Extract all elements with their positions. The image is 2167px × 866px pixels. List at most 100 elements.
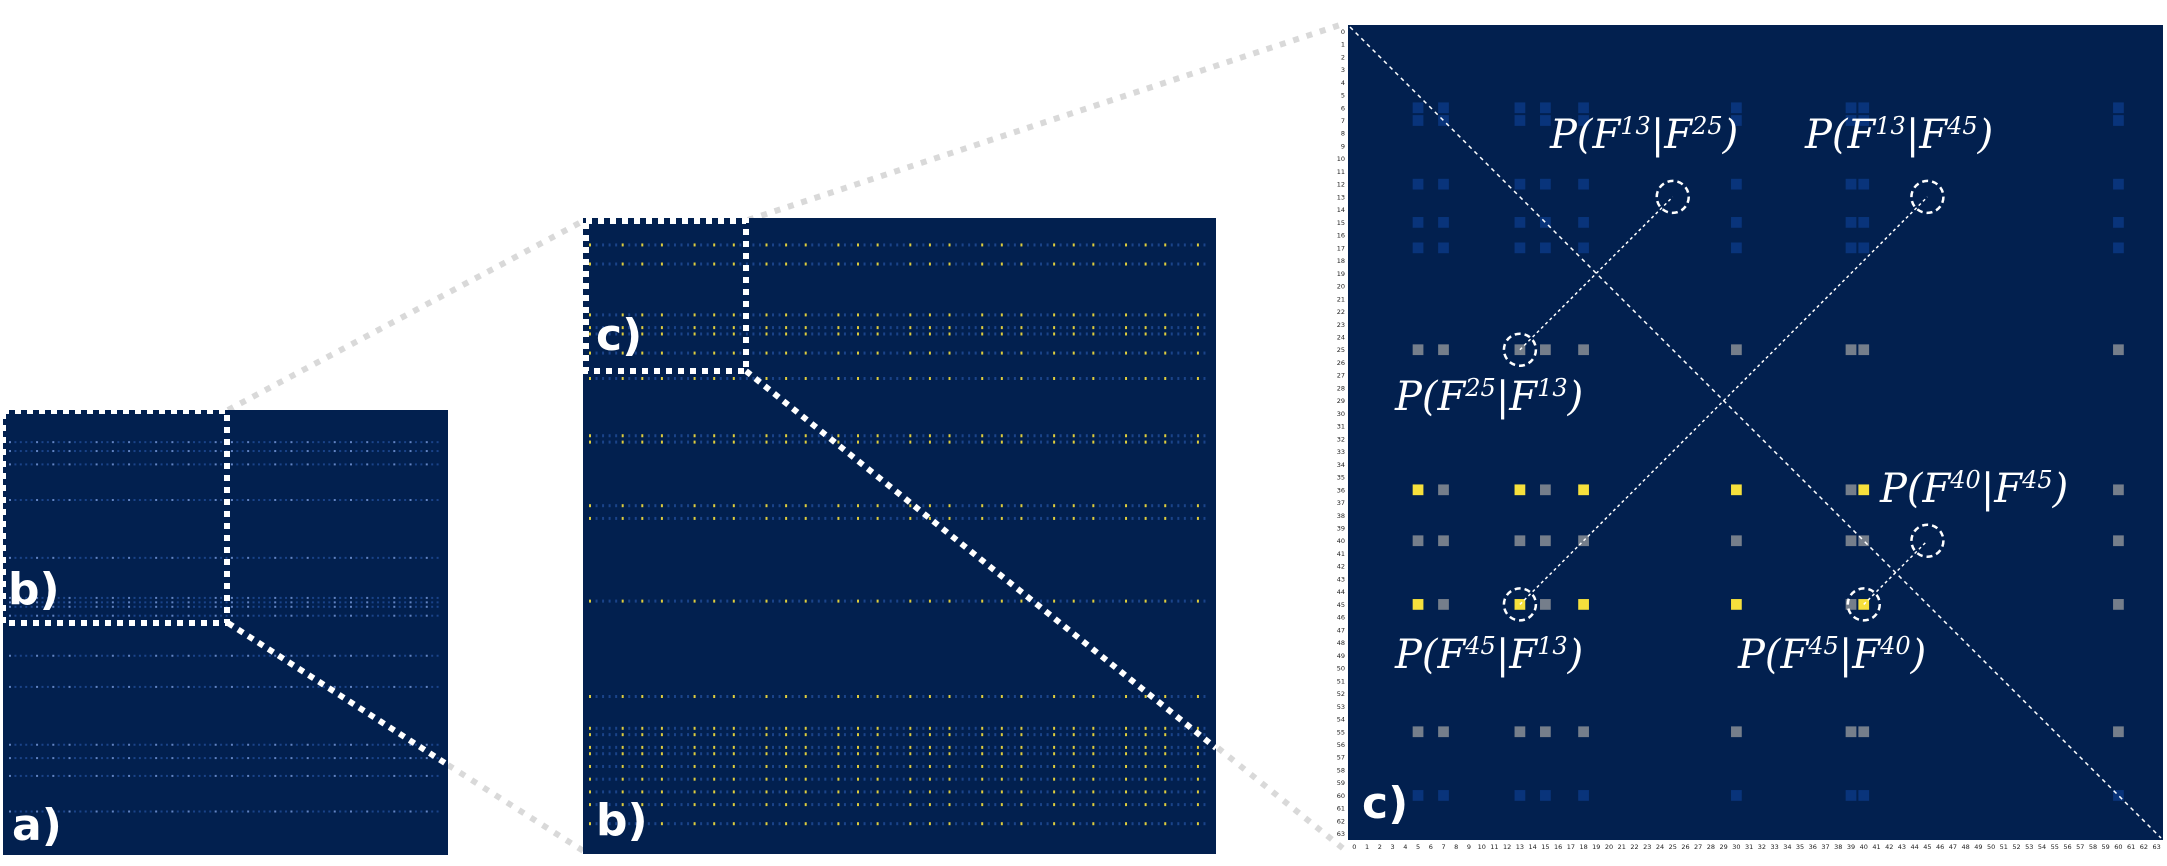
texture-mark xyxy=(1007,516,1010,520)
texture-mark xyxy=(948,313,951,317)
texture-mark xyxy=(778,516,781,520)
heatmap-cell xyxy=(1540,599,1551,610)
texture-mark xyxy=(117,556,120,559)
panel-b-matrix xyxy=(583,218,1216,854)
texture-mark xyxy=(621,599,624,603)
texture-mark xyxy=(46,441,49,444)
texture-mark xyxy=(111,654,114,657)
texture-mark xyxy=(30,654,33,657)
texture-mark xyxy=(328,601,331,604)
texture-mark xyxy=(968,434,971,438)
x-tick-label: 5 xyxy=(1416,843,1420,851)
texture-mark xyxy=(758,504,761,508)
texture-mark xyxy=(745,599,748,603)
texture-mark xyxy=(57,654,60,657)
texture-mark xyxy=(203,499,206,501)
texture-mark xyxy=(52,743,55,746)
texture-mark xyxy=(817,822,820,826)
texture-mark xyxy=(634,790,637,794)
texture-mark xyxy=(798,822,801,826)
texture-mark xyxy=(36,743,39,746)
texture-mark xyxy=(1092,777,1095,781)
texture-mark xyxy=(57,596,60,599)
texture-mark xyxy=(214,499,217,501)
texture-mark xyxy=(355,463,358,466)
texture-mark xyxy=(687,326,690,330)
texture-mark xyxy=(73,450,76,453)
x-tick-label: 4 xyxy=(1403,843,1407,851)
texture-mark xyxy=(889,243,892,247)
texture-mark xyxy=(968,777,971,781)
texture-mark xyxy=(322,601,325,604)
texture-mark xyxy=(214,601,217,604)
texture-mark xyxy=(804,726,807,730)
texture-mark xyxy=(857,733,860,737)
texture-mark xyxy=(1125,726,1128,730)
texture-mark xyxy=(981,695,984,698)
texture-mark xyxy=(673,745,676,749)
texture-mark xyxy=(79,596,82,599)
texture-mark xyxy=(1138,440,1141,444)
texture-mark xyxy=(1151,377,1154,380)
texture-mark xyxy=(928,803,931,807)
texture-mark xyxy=(922,733,925,737)
texture-mark xyxy=(155,774,158,777)
texture-mark xyxy=(241,654,244,657)
texture-mark xyxy=(713,351,716,355)
texture-mark xyxy=(46,601,49,604)
texture-mark xyxy=(252,601,255,604)
texture-mark xyxy=(285,441,288,444)
texture-mark xyxy=(811,504,814,508)
texture-mark xyxy=(160,499,163,501)
texture-mark xyxy=(602,351,605,355)
texture-mark xyxy=(436,757,439,760)
texture-mark xyxy=(608,377,611,380)
texture-mark xyxy=(1059,726,1062,730)
texture-mark xyxy=(198,596,201,599)
texture-mark xyxy=(798,434,801,438)
x-tick-label: 6 xyxy=(1429,843,1433,851)
texture-mark xyxy=(312,774,315,777)
texture-mark xyxy=(909,516,912,520)
texture-mark xyxy=(133,810,136,813)
texture-mark xyxy=(896,332,899,336)
texture-mark xyxy=(824,332,827,336)
texture-mark xyxy=(209,810,212,813)
texture-mark xyxy=(1196,599,1199,603)
texture-mark xyxy=(1196,745,1199,749)
texture-mark xyxy=(371,450,374,453)
texture-mark xyxy=(52,499,55,501)
texture-mark xyxy=(149,614,152,617)
texture-mark xyxy=(252,450,255,453)
texture-mark xyxy=(1196,790,1199,794)
texture-mark xyxy=(843,726,846,730)
texture-mark xyxy=(915,803,918,807)
texture-mark xyxy=(673,243,676,247)
texture-mark xyxy=(404,774,407,777)
texture-mark xyxy=(693,434,696,438)
texture-mark xyxy=(673,377,676,380)
texture-mark xyxy=(1118,764,1121,768)
heatmap-cell xyxy=(1438,115,1449,126)
texture-mark xyxy=(1000,599,1003,603)
texture-mark xyxy=(961,351,964,355)
texture-mark xyxy=(830,745,833,749)
texture-mark xyxy=(634,504,637,508)
texture-mark xyxy=(1085,377,1088,380)
texture-mark xyxy=(1040,313,1043,317)
texture-mark xyxy=(687,733,690,737)
texture-mark xyxy=(84,463,87,466)
texture-mark xyxy=(1046,434,1049,438)
texture-mark xyxy=(589,351,591,355)
texture-mark xyxy=(837,351,840,355)
texture-mark xyxy=(52,774,55,777)
texture-mark xyxy=(765,745,768,749)
texture-mark xyxy=(377,605,380,608)
texture-mark xyxy=(1033,764,1036,768)
texture-mark xyxy=(1105,504,1108,508)
heatmap-cell xyxy=(1438,217,1449,228)
texture-mark xyxy=(765,326,768,330)
x-tick-label: 7 xyxy=(1441,843,1445,851)
texture-mark xyxy=(171,605,174,608)
texture-mark xyxy=(274,499,277,501)
